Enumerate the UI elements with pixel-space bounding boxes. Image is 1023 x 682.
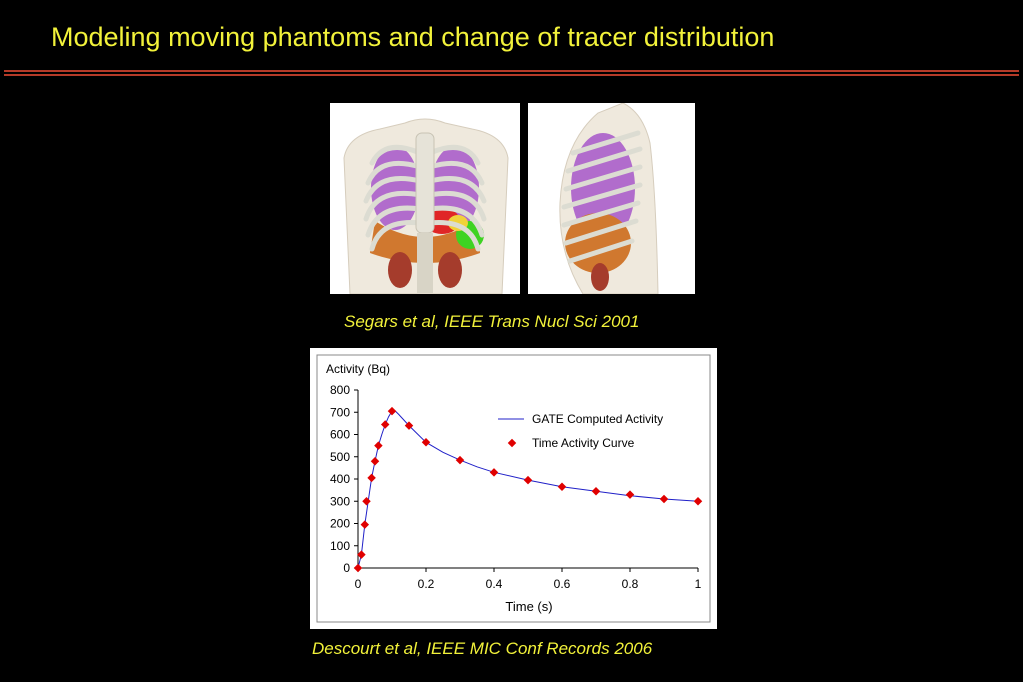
data-point-marker: [357, 550, 366, 559]
y-tick-label: 200: [330, 517, 350, 531]
x-tick-label: 0.2: [418, 577, 435, 591]
slide-title: Modeling moving phantoms and change of t…: [51, 22, 775, 52]
x-tick-label: 0.8: [622, 577, 639, 591]
legend-label-gate: GATE Computed Activity: [532, 412, 663, 426]
data-point-marker: [693, 497, 703, 506]
y-tick-label: 500: [330, 450, 350, 464]
y-tick-label: 300: [330, 494, 350, 508]
title-rule-top: [4, 70, 1019, 72]
data-point-marker: [557, 482, 567, 492]
phantom-front-image: [330, 103, 520, 295]
data-point-marker: [374, 441, 383, 450]
y-tick-label: 600: [330, 428, 350, 442]
data-point-marker: [387, 406, 397, 416]
y-tick-label: 0: [343, 561, 350, 575]
legend-marker-swatch: [507, 438, 517, 448]
chart-citation: Descourt et al, IEEE MIC Conf Records 20…: [312, 639, 653, 658]
x-axis-title: Time (s): [505, 599, 552, 614]
phantom-side-image: [528, 102, 695, 295]
y-tick-label: 800: [330, 383, 350, 397]
title-rule-bottom: [4, 74, 1019, 76]
y-axis-title: Activity (Bq): [326, 362, 390, 376]
data-point-marker: [489, 468, 499, 477]
y-tick-label: 100: [330, 539, 350, 553]
y-tick-label: 400: [330, 472, 350, 486]
data-point-marker: [404, 421, 414, 430]
x-tick-label: 1: [695, 577, 702, 591]
phantom-citation: Segars et al, IEEE Trans Nucl Sci 2001: [344, 312, 640, 331]
activity-chart-svg: Activity (Bq) Time (s) 800 700 600 500 400 30…: [316, 354, 711, 623]
chart-frame: [316, 354, 711, 623]
y-tick-label: 700: [330, 405, 350, 419]
data-point-marker: [380, 420, 390, 429]
data-point-marker: [421, 438, 431, 447]
activity-chart: Activity (Bq) Time (s) 800 700 600 500 400 30…: [310, 348, 717, 629]
x-tick-label: 0.4: [486, 577, 503, 591]
data-point-marker: [455, 455, 465, 465]
x-tick-label: 0.6: [554, 577, 571, 591]
data-point-marker: [370, 456, 380, 466]
legend-label-tac: Time Activity Curve: [532, 436, 635, 450]
data-point-marker: [659, 494, 669, 504]
x-tick-label: 0: [355, 577, 362, 591]
data-point-marker: [362, 497, 371, 506]
